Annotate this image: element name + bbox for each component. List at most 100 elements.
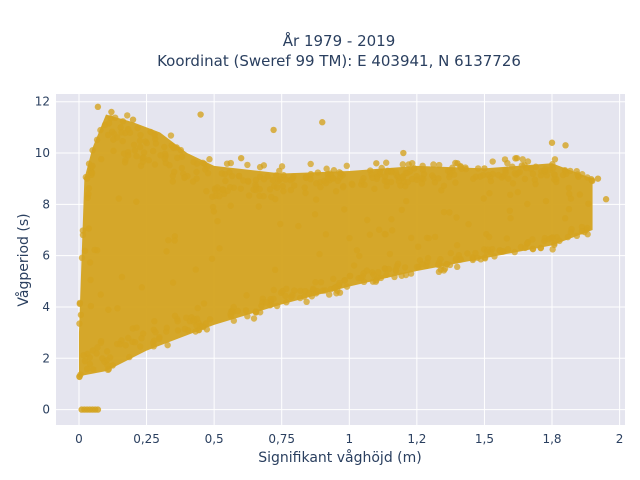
- scatter-point: [283, 299, 290, 306]
- scatter-point: [521, 175, 529, 183]
- scatter-point: [163, 324, 170, 332]
- scatter-point: [407, 270, 415, 277]
- scatter-point: [197, 111, 204, 118]
- x-axis-title: Signifikant våghöjd (m): [258, 449, 421, 466]
- scatter-point: [165, 237, 172, 244]
- scatter-point: [129, 338, 136, 346]
- scatter-point: [541, 234, 548, 242]
- scatter-point: [548, 139, 556, 146]
- scatter-point: [262, 299, 270, 306]
- scatter-point: [88, 169, 96, 177]
- scatter-point: [109, 128, 116, 135]
- scatter-point: [137, 131, 144, 139]
- scatter-point: [194, 304, 201, 312]
- scatter-point: [316, 250, 323, 258]
- scatter-point: [223, 160, 231, 167]
- scatter-point: [452, 179, 459, 186]
- scatter-point: [336, 279, 343, 287]
- scatter-point: [594, 175, 602, 182]
- scatter-point: [131, 147, 139, 154]
- scatter-point: [227, 202, 234, 209]
- scatter-point: [278, 163, 286, 170]
- scatter-point: [513, 154, 521, 162]
- scatter-point: [551, 240, 558, 247]
- scatter-point: [434, 261, 442, 269]
- scatter-point: [489, 170, 496, 178]
- scatter-point: [453, 214, 460, 221]
- scatter-point: [568, 225, 575, 233]
- scatter-point: [156, 335, 163, 343]
- scatter-point: [273, 302, 281, 310]
- x-tick-label: 2: [616, 432, 624, 446]
- scatter-point: [531, 176, 538, 183]
- scatter-point: [356, 252, 363, 260]
- scatter-point: [126, 353, 133, 361]
- scatter-point: [149, 147, 157, 155]
- scatter-point: [549, 246, 556, 253]
- scatter-point: [203, 188, 210, 195]
- scatter-point: [93, 350, 100, 357]
- scatter-point: [389, 227, 396, 234]
- scatter-point: [87, 276, 94, 284]
- scatter-point: [314, 169, 322, 176]
- scatter-point: [302, 287, 309, 295]
- scatter-point: [559, 171, 567, 179]
- scatter-point: [178, 153, 186, 160]
- scatter-point: [392, 169, 400, 176]
- scatter-point: [97, 291, 104, 298]
- scatter-point: [431, 233, 439, 241]
- x-tick-label: 0: [75, 432, 83, 446]
- scatter-point: [119, 118, 127, 125]
- scatter-point: [137, 343, 144, 350]
- scatter-point: [81, 247, 89, 254]
- scatter-point: [511, 248, 518, 256]
- scatter-point: [332, 188, 340, 195]
- scatter-point: [408, 234, 415, 242]
- scatter-point: [169, 178, 176, 185]
- scatter-point: [429, 172, 436, 179]
- scatter-point: [435, 175, 442, 182]
- scatter-point: [258, 302, 265, 310]
- scatter-point: [136, 143, 144, 151]
- scatter-point: [507, 191, 514, 199]
- scatter-point: [237, 154, 245, 162]
- scatter-point: [97, 339, 105, 346]
- scatter-point: [331, 284, 339, 292]
- scatter-point: [151, 318, 158, 325]
- scatter-point: [228, 172, 236, 180]
- scatter-point: [313, 180, 320, 187]
- scatter-point: [399, 172, 407, 180]
- scatter-point: [193, 168, 200, 176]
- scatter-point: [519, 156, 526, 163]
- scatter-point: [566, 190, 573, 198]
- scatter-point: [602, 196, 610, 203]
- scatter-point: [565, 205, 573, 213]
- scatter-point: [181, 325, 189, 333]
- scatter-point: [556, 237, 563, 245]
- scatter-point: [279, 287, 286, 295]
- scatter-point: [550, 171, 558, 178]
- scatter-point: [192, 266, 199, 273]
- scatter-point: [181, 174, 188, 182]
- scatter-point: [551, 176, 558, 183]
- scatter-point: [346, 272, 353, 280]
- scatter-point: [481, 165, 488, 172]
- scatter-point: [329, 175, 337, 182]
- axis-ticks: 0 0,25 0,5 0,75 1 1,2 1,5 1,8 2 0 2 4 6 8 10 12: [35, 95, 624, 446]
- scatter-point-zero: [94, 406, 102, 413]
- scatter-point: [227, 311, 234, 318]
- scatter-point: [118, 273, 126, 281]
- scatter-point: [94, 103, 102, 111]
- scatter-point: [260, 162, 268, 169]
- scatter-point: [487, 177, 495, 185]
- x-tick-label: 1,5: [475, 432, 494, 446]
- scatter-point: [562, 142, 569, 149]
- scatter-point: [252, 181, 259, 188]
- scatter-point: [140, 149, 148, 156]
- scatter-point: [109, 362, 116, 369]
- scatter-point: [270, 295, 277, 303]
- scatter-point: [226, 183, 234, 191]
- scatter-point: [401, 264, 409, 271]
- scatter-point: [234, 307, 241, 315]
- scatter-point: [105, 306, 112, 313]
